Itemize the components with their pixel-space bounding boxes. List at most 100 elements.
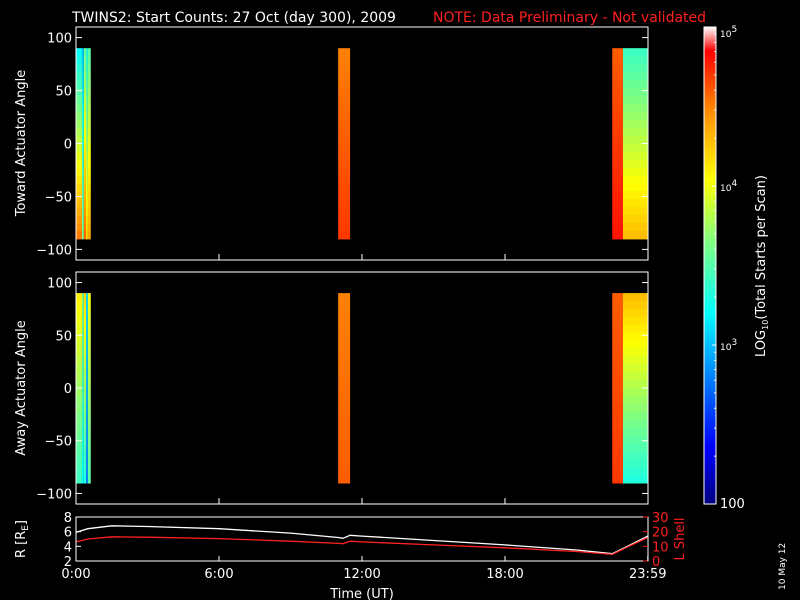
time-axis-label: Time (UT) — [329, 587, 394, 600]
heatmap-cell — [83, 443, 87, 452]
heatmap-cell — [76, 87, 82, 97]
heatmap-cell — [622, 167, 648, 176]
heatmap-cell — [86, 207, 88, 216]
heatmap-cell — [81, 64, 84, 73]
heatmap-cell — [612, 443, 623, 452]
heatmap-cell — [83, 467, 87, 476]
colorbar-label: LOG10(Total Starts per Scan) — [754, 175, 770, 357]
heatmap-cell — [622, 419, 648, 429]
heatmap-cell — [622, 175, 648, 184]
heatmap-cell — [612, 199, 623, 208]
heatmap-cell — [81, 293, 84, 302]
heatmap-band-2 — [83, 293, 87, 484]
heatmap-cell — [81, 419, 84, 429]
y-tick-label: −50 — [45, 190, 72, 205]
heatmap-cell — [86, 48, 88, 57]
heatmap-band-4 — [87, 48, 91, 240]
heatmap-cell — [86, 332, 88, 342]
heatmap-cell — [338, 183, 351, 192]
heatmap-cell — [338, 199, 351, 208]
away-plot-frame — [75, 271, 649, 505]
heatmap-cell — [86, 388, 88, 397]
heatmap-cell — [87, 56, 91, 65]
heatmap-cell — [83, 191, 87, 200]
heatmap-cell — [87, 48, 91, 57]
radius-line — [75, 525, 649, 555]
y-tick-label: 50 — [55, 85, 72, 100]
heatmap-cell — [76, 356, 82, 365]
heatmap-cell — [338, 143, 351, 153]
heatmap-cell — [338, 451, 351, 460]
heatmap-cell — [76, 103, 82, 113]
heatmap-cell — [76, 364, 82, 373]
heatmap-cell — [622, 403, 648, 413]
heatmap-cell — [338, 348, 351, 357]
heatmap-cell — [622, 111, 648, 121]
heatmap-cell — [81, 427, 84, 437]
heatmap-cell — [81, 103, 84, 113]
colorbar-tick-label: 105 — [720, 25, 737, 40]
heatmap-cell — [86, 419, 88, 429]
heatmap-cell — [622, 214, 648, 224]
heatmap-cell — [81, 451, 84, 460]
heatmap-cell — [81, 127, 84, 137]
heatmap-cell — [83, 316, 87, 326]
heatmap-cell — [86, 348, 88, 357]
toward-plot-frame — [75, 26, 649, 261]
lshell-tick-label: 10 — [652, 540, 669, 555]
heatmap-cell — [612, 183, 623, 192]
heatmap-cell — [87, 308, 91, 318]
heatmap-cell — [76, 419, 82, 429]
heatmap-band-3 — [86, 293, 88, 484]
heatmap-band-1 — [81, 48, 84, 240]
heatmap-cell — [338, 395, 351, 405]
x-tick-label: 0:00 — [61, 567, 90, 582]
heatmap-cell — [622, 467, 648, 476]
heatmap-cell — [83, 411, 87, 421]
heatmap-cell — [338, 103, 351, 113]
heatmap-cell — [83, 135, 87, 145]
heatmap-cell — [87, 395, 91, 405]
heatmap-cell — [612, 214, 623, 224]
heatmap-cell — [76, 388, 82, 397]
heatmap-cell — [612, 348, 623, 357]
chart-title: TWINS2: Start Counts: 27 Oct (day 300), … — [71, 10, 396, 26]
heatmap-cell — [87, 475, 91, 484]
heatmap-cell — [81, 48, 84, 57]
heatmap-cell — [86, 191, 88, 200]
heatmap-cell — [83, 127, 87, 137]
heatmap-cell — [83, 388, 87, 397]
heatmap-cell — [338, 427, 351, 437]
heatmap-cell — [612, 435, 623, 444]
heatmap-cell — [81, 332, 84, 342]
heatmap-cell — [76, 316, 82, 326]
heatmap-cell — [612, 230, 623, 240]
heatmap-band-6 — [612, 293, 623, 484]
heatmap-cell — [87, 191, 91, 200]
heatmap-cell — [622, 435, 648, 444]
heatmap-cell — [612, 191, 623, 200]
heatmap-cell — [612, 64, 623, 73]
heatmap-cell — [76, 293, 82, 302]
heatmap-cell — [86, 151, 88, 160]
heatmap-cell — [338, 151, 351, 160]
heatmap-cell — [87, 95, 91, 105]
heatmap-cell — [87, 135, 91, 145]
heatmap-cell — [622, 151, 648, 160]
heatmap-cell — [83, 87, 87, 97]
heatmap-cell — [83, 214, 87, 224]
heatmap-cell — [83, 364, 87, 373]
heatmap-cell — [81, 214, 84, 224]
heatmap-cell — [622, 308, 648, 318]
heatmap-cell — [622, 451, 648, 460]
heatmap-cell — [612, 395, 623, 405]
heatmap-cell — [86, 175, 88, 184]
heatmap-cell — [612, 135, 623, 145]
heatmap-cell — [83, 48, 87, 57]
heatmap-cell — [612, 324, 623, 334]
heatmap-cell — [76, 175, 82, 184]
heatmap-cell — [83, 56, 87, 65]
heatmap-cell — [81, 443, 84, 452]
